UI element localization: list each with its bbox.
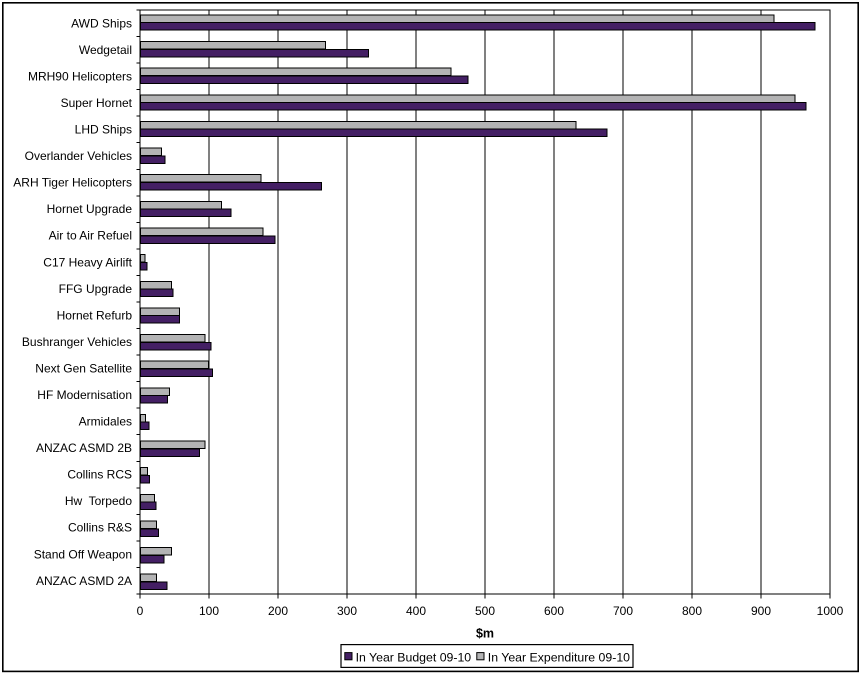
svg-text:200: 200 (268, 604, 288, 618)
svg-text:C17 Heavy Airlift: C17 Heavy Airlift (43, 255, 132, 269)
svg-text:1000: 1000 (817, 604, 844, 618)
svg-text:800: 800 (682, 604, 702, 618)
svg-text:In Year Budget 09-10: In Year Budget 09-10 (356, 650, 472, 664)
svg-text:700: 700 (613, 604, 633, 618)
svg-text:300: 300 (337, 604, 357, 618)
svg-text:Next Gen Satellite: Next Gen Satellite (35, 361, 132, 375)
svg-text:Collins R&S: Collins R&S (68, 521, 132, 535)
svg-text:Armidales: Armidales (79, 415, 132, 429)
svg-text:MRH90 Helicopters: MRH90 Helicopters (28, 69, 132, 83)
svg-text:Stand Off Weapon: Stand Off Weapon (34, 547, 132, 561)
svg-text:HF Modernisation: HF Modernisation (37, 388, 132, 402)
svg-text:LHD Ships: LHD Ships (75, 123, 132, 137)
svg-text:Air to Air Refuel: Air to Air Refuel (49, 229, 132, 243)
svg-text:In Year Expenditure 09-10: In Year Expenditure 09-10 (488, 650, 630, 664)
svg-text:AWD Ships: AWD Ships (71, 16, 132, 30)
svg-text:Overlander Vehicles: Overlander Vehicles (25, 149, 132, 163)
svg-text:400: 400 (406, 604, 426, 618)
svg-text:Hornet Upgrade: Hornet Upgrade (47, 202, 133, 216)
svg-text:500: 500 (475, 604, 495, 618)
svg-text:Collins RCS: Collins RCS (67, 468, 132, 482)
svg-text:600: 600 (544, 604, 564, 618)
svg-text:$m: $m (476, 627, 494, 641)
svg-text:Hornet Refurb: Hornet Refurb (57, 308, 133, 322)
svg-text:Wedgetail: Wedgetail (79, 43, 132, 57)
svg-text:Super Hornet: Super Hornet (61, 96, 133, 110)
svg-text:900: 900 (751, 604, 771, 618)
svg-text:0: 0 (137, 604, 144, 618)
svg-text:ARH Tiger Helicopters: ARH Tiger Helicopters (13, 176, 132, 190)
svg-text:FFG Upgrade: FFG Upgrade (59, 282, 133, 296)
svg-text:ANZAC ASMD 2A: ANZAC ASMD 2A (36, 574, 132, 588)
svg-text:100: 100 (199, 604, 219, 618)
svg-text:ANZAC ASMD 2B: ANZAC ASMD 2B (36, 441, 132, 455)
svg-text:Hw Torpedo: Hw Torpedo (65, 494, 132, 508)
svg-text:Bushranger Vehicles: Bushranger Vehicles (22, 335, 132, 349)
